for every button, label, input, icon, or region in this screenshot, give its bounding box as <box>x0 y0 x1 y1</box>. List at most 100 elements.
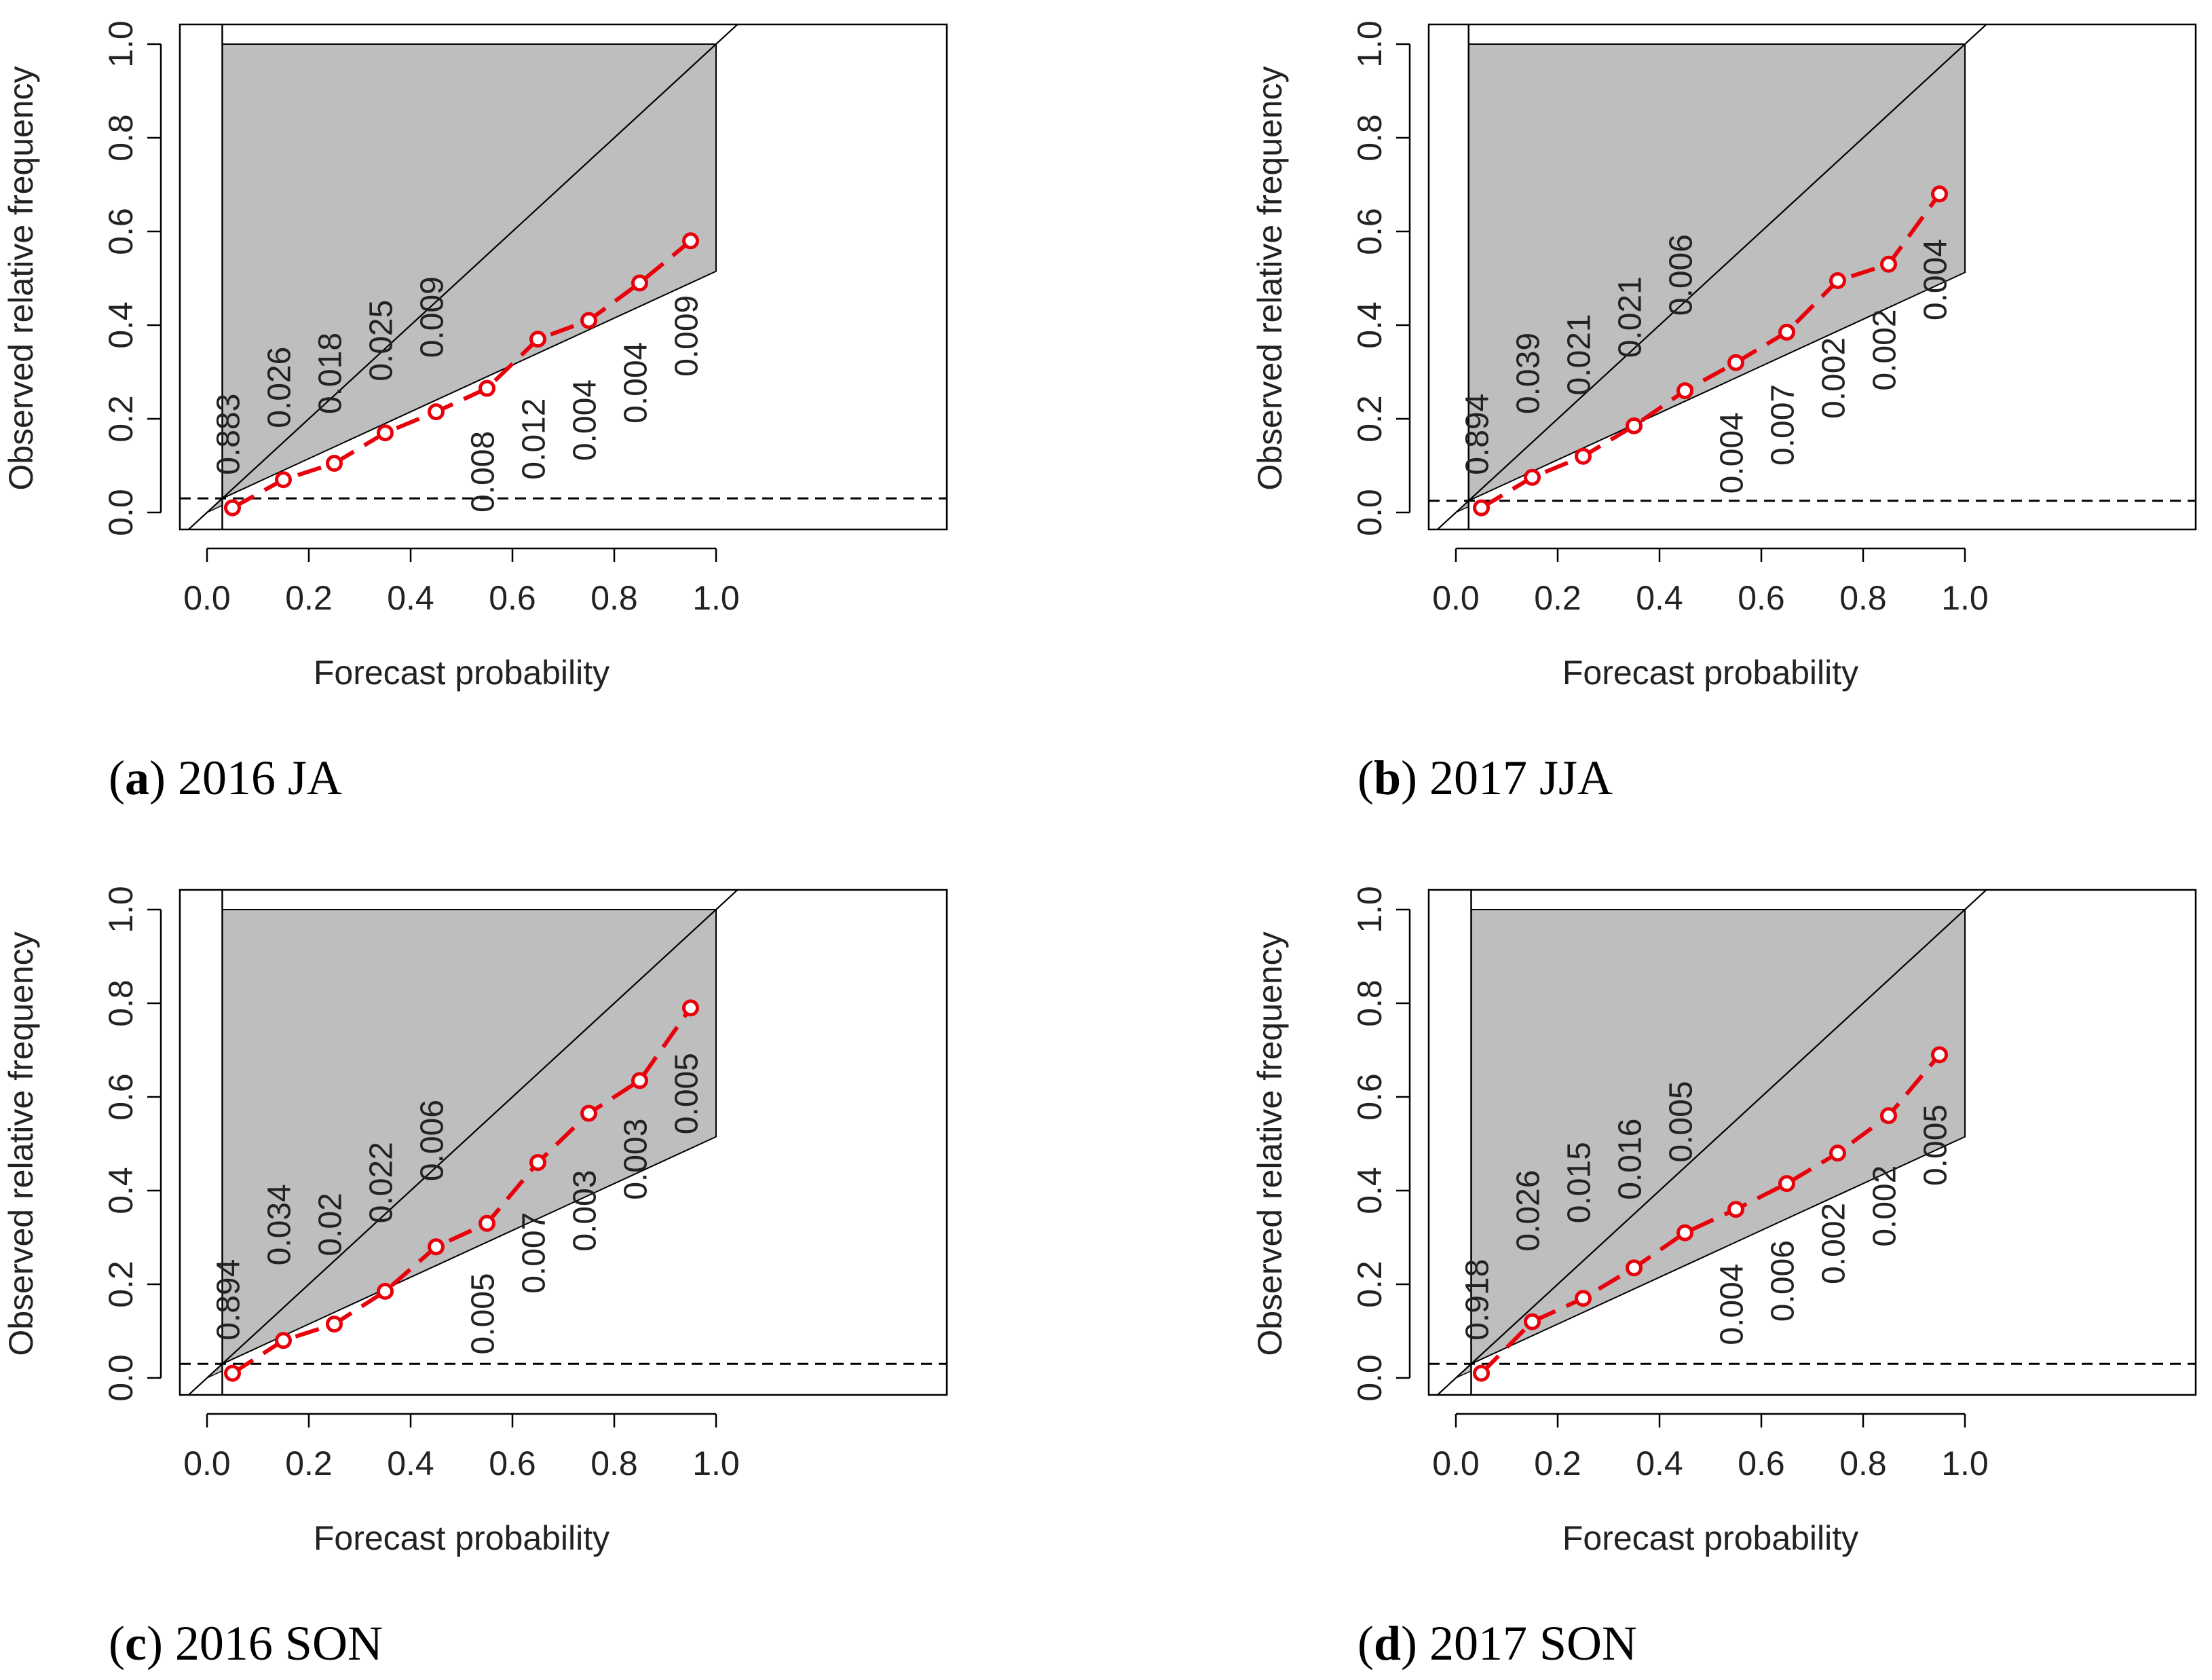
reliability-point <box>580 312 597 329</box>
y-tick-label: 0.0 <box>102 1354 140 1402</box>
reliability-point <box>326 455 343 472</box>
reliability-point <box>1676 1224 1693 1242</box>
perfect-reliability-diagonal <box>1436 890 1988 1395</box>
panel-a: 0.883 0.026 0.018 0.025 0.009 0.008 0.012 0.004… <box>2 20 948 805</box>
frequency-label: 0.004 <box>567 379 603 461</box>
y-tick-label: 0.2 <box>102 395 140 443</box>
reliability-point <box>377 1282 394 1300</box>
x-axis-label: Forecast probability <box>314 654 610 692</box>
y-tick-label: 1.0 <box>102 886 140 933</box>
frequency-label: 0.006 <box>415 1100 451 1181</box>
reliability-point <box>529 1154 546 1172</box>
x-tick-label: 0.4 <box>1636 1444 1683 1482</box>
y-tick-label: 1.0 <box>1351 20 1389 68</box>
frequency-label: 0.026 <box>262 347 298 428</box>
y-tick-label: 0.0 <box>1351 1354 1389 1402</box>
reliability-point <box>224 499 241 517</box>
y-tick-label: 0.2 <box>1351 395 1389 443</box>
x-tick-label: 0.0 <box>183 579 231 617</box>
frequency-label: 0.022 <box>364 1142 400 1223</box>
x-tick-label: 0.8 <box>591 1444 638 1482</box>
reliability-point <box>1473 1364 1490 1382</box>
y-axis-label: Observed relative frequency <box>1251 66 1289 490</box>
frequency-label: 0.039 <box>1511 333 1547 414</box>
y-tick-label: 0.6 <box>102 1073 140 1121</box>
reliability-point <box>1880 1107 1897 1125</box>
y-tick-label: 0.6 <box>1351 208 1389 255</box>
x-tick-label: 0.4 <box>1636 579 1683 617</box>
x-tick-label: 0.2 <box>285 1444 333 1482</box>
frequency-label: 0.007 <box>517 1212 552 1294</box>
reliability-curve <box>231 1007 692 1375</box>
y-tick-label: 0.2 <box>102 1261 140 1308</box>
y-tick-label: 0.8 <box>1351 979 1389 1027</box>
reliability-point <box>1575 1290 1592 1307</box>
plot-frame <box>179 23 948 531</box>
reliability-point <box>428 1238 445 1256</box>
reliability-point <box>1626 417 1643 434</box>
y-axis-label: Observed relative frequency <box>2 66 40 490</box>
frequency-label: 0.002 <box>1816 1203 1852 1284</box>
reliability-point <box>479 379 495 397</box>
reliability-point <box>275 1332 292 1349</box>
reliability-point <box>682 232 699 250</box>
frequency-label: 0.021 <box>1613 276 1649 358</box>
frequency-label: 0.004 <box>1918 239 1954 320</box>
reliability-point <box>428 403 445 421</box>
x-tick-label: 0.6 <box>489 579 536 617</box>
reliability-point <box>275 471 292 489</box>
frequency-label: 0.003 <box>618 1119 654 1200</box>
y-axis-label: Observed relative frequency <box>2 931 40 1356</box>
reliability-point <box>1829 1144 1846 1162</box>
panel-b: 0.894 0.039 0.021 0.021 0.006 0.004 0.007 0.002… <box>1251 20 2197 805</box>
frequency-label: 0.002 <box>1867 309 1903 390</box>
y-axis-label: Observed relative frequency <box>1251 931 1289 1356</box>
frequency-label: 0.007 <box>1765 384 1801 466</box>
y-tick-label: 0.6 <box>102 208 140 255</box>
reliability-point <box>529 331 546 348</box>
reliability-point <box>682 999 699 1017</box>
reliability-point <box>1524 1313 1541 1330</box>
frequency-label: 0.894 <box>1460 394 1496 475</box>
x-tick-label: 0.2 <box>285 579 333 617</box>
y-tick-label: 0.6 <box>1351 1073 1389 1121</box>
perfect-reliability-diagonal <box>187 890 739 1395</box>
reliability-point <box>631 274 648 292</box>
x-tick-label: 0.4 <box>387 579 434 617</box>
frequency-label: 0.005 <box>466 1273 502 1354</box>
reliability-point <box>1727 1201 1744 1218</box>
frequency-label: 0.006 <box>1664 234 1700 316</box>
x-axis-label: Forecast probability <box>1562 654 1858 692</box>
x-tick-label: 0.4 <box>387 1444 434 1482</box>
y-tick-label: 0.4 <box>102 1167 140 1214</box>
x-axis-label: Forecast probability <box>314 1519 610 1557</box>
frequency-label: 0.004 <box>1714 1264 1750 1345</box>
plot-frame <box>179 889 948 1396</box>
panel-caption: (d) 2017 SON <box>1357 1616 1637 1670</box>
y-tick-label: 0.4 <box>102 301 140 349</box>
x-tick-label: 0.6 <box>1738 579 1785 617</box>
frequency-label: 0.005 <box>669 1053 705 1134</box>
reliability-point <box>1575 447 1592 465</box>
reliability-point <box>580 1104 597 1122</box>
frequency-label: 0.026 <box>1511 1170 1547 1252</box>
perfect-reliability-diagonal <box>187 24 739 529</box>
panel-caption: (a) 2016 JA <box>109 751 342 805</box>
frequency-label: 0.004 <box>1714 412 1750 493</box>
x-tick-label: 0.0 <box>1432 579 1480 617</box>
frequency-label: 0.012 <box>517 398 552 480</box>
y-tick-label: 0.0 <box>1351 489 1389 536</box>
x-axis-label: Forecast probability <box>1562 1519 1858 1557</box>
x-tick-label: 0.0 <box>183 1444 231 1482</box>
x-tick-label: 0.8 <box>1839 1444 1887 1482</box>
x-tick-label: 0.8 <box>1839 579 1887 617</box>
reliability-point <box>1676 382 1693 400</box>
y-tick-label: 0.8 <box>102 979 140 1027</box>
reliability-point <box>1626 1259 1643 1277</box>
frequency-label: 0.002 <box>1816 337 1852 419</box>
x-tick-label: 0.2 <box>1534 1444 1581 1482</box>
reliability-point <box>1829 272 1846 289</box>
x-tick-label: 1.0 <box>692 1444 740 1482</box>
reliability-point <box>1880 255 1897 273</box>
